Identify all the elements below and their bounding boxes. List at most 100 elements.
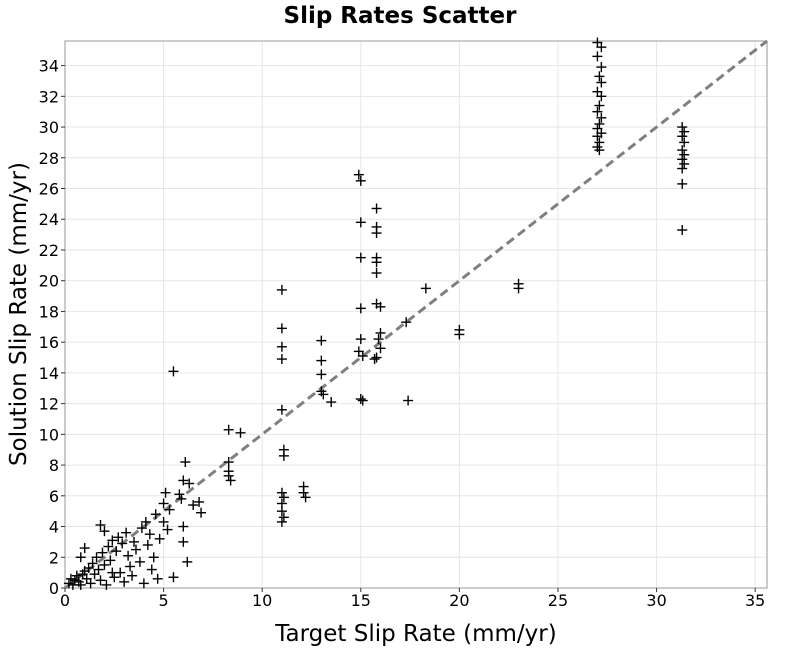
data-point xyxy=(679,149,690,160)
x-tick-label: 0 xyxy=(60,591,70,610)
data-point xyxy=(196,507,207,518)
data-point xyxy=(679,158,690,169)
data-point xyxy=(371,352,382,363)
data-point xyxy=(677,131,688,142)
data-point xyxy=(125,561,136,572)
data-point xyxy=(85,578,96,589)
data-point xyxy=(326,397,337,408)
x-tick-label: 20 xyxy=(449,591,469,610)
data-point xyxy=(168,572,179,583)
data-point xyxy=(375,343,386,354)
y-tick-label: 6 xyxy=(49,487,59,506)
y-tick-label: 34 xyxy=(39,57,59,76)
y-tick-label: 18 xyxy=(39,302,59,321)
data-point xyxy=(355,252,366,263)
data-point xyxy=(105,555,116,566)
data-point xyxy=(194,496,205,507)
data-point xyxy=(677,178,688,189)
data-point xyxy=(136,523,147,534)
data-point xyxy=(276,516,287,527)
data-point xyxy=(355,175,366,186)
data-point xyxy=(158,498,169,509)
data-point xyxy=(140,516,151,527)
data-point xyxy=(278,512,289,523)
reference-line xyxy=(64,39,768,590)
data-point xyxy=(369,354,380,365)
y-tick-label: 14 xyxy=(39,364,59,383)
data-point xyxy=(178,475,189,486)
data-point xyxy=(184,478,195,489)
data-point xyxy=(373,334,384,345)
data-point xyxy=(276,354,287,365)
data-point xyxy=(355,334,366,345)
data-point xyxy=(75,552,86,563)
data-point xyxy=(594,71,605,82)
data-point xyxy=(178,536,189,547)
y-tick-label: 0 xyxy=(49,579,59,598)
data-point xyxy=(677,154,688,165)
data-point xyxy=(130,544,141,555)
data-point xyxy=(594,118,605,129)
data-point xyxy=(357,395,368,406)
data-point xyxy=(182,556,193,567)
y-axis-label: Solution Slip Rate (mm/yr) xyxy=(6,162,32,466)
data-point xyxy=(223,424,234,435)
data-point xyxy=(107,535,118,546)
data-point xyxy=(134,556,145,567)
data-point xyxy=(99,559,110,570)
chart-title: Slip Rates Scatter xyxy=(284,3,518,29)
y-tick-label: 32 xyxy=(39,87,59,106)
data-point xyxy=(79,543,90,554)
data-point xyxy=(677,224,688,235)
data-point xyxy=(679,126,690,137)
data-point xyxy=(592,131,603,142)
data-point xyxy=(401,317,412,328)
data-point xyxy=(592,51,603,62)
data-point xyxy=(150,509,161,520)
y-tick-label: 2 xyxy=(49,548,59,567)
data-point xyxy=(152,573,163,584)
data-point xyxy=(371,257,382,268)
data-point xyxy=(146,564,157,575)
data-point xyxy=(316,335,327,346)
data-point xyxy=(95,575,106,586)
data-point xyxy=(154,533,165,544)
data-point xyxy=(160,487,171,498)
data-point xyxy=(677,145,688,156)
y-tick-label: 10 xyxy=(39,425,59,444)
data-point xyxy=(180,457,191,468)
data-point xyxy=(355,303,366,314)
data-point xyxy=(513,283,524,294)
data-point xyxy=(278,492,289,503)
x-tick-label: 10 xyxy=(252,591,272,610)
data-point xyxy=(142,539,153,550)
data-point xyxy=(355,217,366,228)
data-point xyxy=(103,541,114,552)
data-point xyxy=(276,284,287,295)
x-tick-label: 15 xyxy=(351,591,371,610)
data-point xyxy=(138,578,149,589)
x-tick-label: 25 xyxy=(548,591,568,610)
data-point xyxy=(109,572,120,583)
data-point xyxy=(679,137,690,148)
data-point xyxy=(111,546,122,557)
data-point xyxy=(235,427,246,438)
data-point xyxy=(117,538,128,549)
data-point xyxy=(318,389,329,400)
y-tick-label: 8 xyxy=(49,456,59,475)
data-point xyxy=(278,450,289,461)
x-axis-label: Target Slip Rate (mm/yr) xyxy=(274,621,556,647)
data-point xyxy=(99,526,110,537)
data-point xyxy=(454,329,465,340)
y-tick-label: 20 xyxy=(39,272,59,291)
data-point xyxy=(596,62,607,73)
data-point xyxy=(87,558,98,569)
data-point xyxy=(371,268,382,279)
data-point xyxy=(174,489,185,500)
data-point xyxy=(223,457,234,468)
data-point xyxy=(95,520,106,531)
data-point xyxy=(276,487,287,498)
data-point xyxy=(144,529,155,540)
data-point xyxy=(119,576,130,587)
